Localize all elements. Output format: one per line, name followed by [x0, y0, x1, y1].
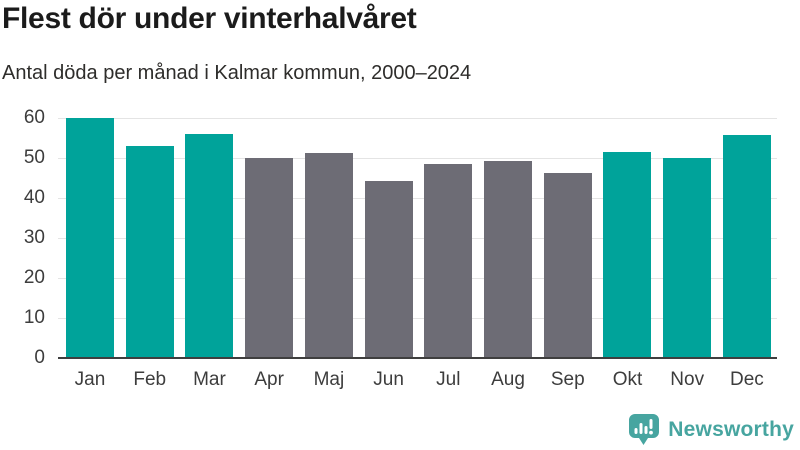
bar-nov [663, 158, 712, 358]
gridline-40 [58, 198, 777, 199]
gridline-20 [58, 278, 777, 279]
gridline-50 [58, 158, 777, 159]
y-tick-label-0: 0 [34, 347, 45, 368]
x-tick-label-jun: Jun [373, 369, 404, 390]
bar-dec [722, 134, 771, 358]
bar-jul [424, 163, 473, 358]
y-tick-label-20: 20 [23, 267, 45, 288]
x-tick-label-okt: Okt [612, 369, 643, 390]
gridline-60 [58, 118, 777, 119]
bar-mar [185, 133, 234, 358]
bar-maj [304, 153, 353, 358]
bar-feb [125, 146, 174, 358]
x-tick-label-sep: Sep [550, 369, 585, 390]
x-tick-label-jan: Jan [74, 369, 106, 390]
bar-jun [364, 181, 413, 358]
bar-apr [245, 158, 294, 358]
newsworthy-logo: Newsworthy [628, 413, 794, 447]
x-tick-label-aug: Aug [491, 369, 525, 390]
y-tick-label-50: 50 [23, 147, 45, 168]
x-tick-label-apr: Apr [254, 369, 284, 390]
bar-jan [66, 117, 114, 358]
y-tick-label-10: 10 [23, 307, 45, 328]
x-tick-label-dec: Dec [730, 369, 764, 390]
newsworthy-logo-icon [629, 414, 660, 445]
y-tick-label-30: 30 [23, 227, 45, 248]
x-tick-label-maj: Maj [313, 369, 345, 390]
gridline-10 [58, 318, 777, 319]
x-tick-label-jul: Jul [436, 369, 461, 390]
bar-okt [603, 151, 652, 358]
bar-sep [543, 172, 592, 358]
bar-aug [484, 160, 533, 358]
chart-title: Flest dör under vinterhalvåret [2, 2, 417, 35]
x-tick-label-mar: Mar [193, 369, 226, 390]
x-tick-label-feb: Feb [133, 369, 167, 390]
y-tick-label-40: 40 [23, 187, 45, 208]
y-tick-label-60: 60 [23, 107, 45, 128]
newsworthy-wordmark: Newsworthy [668, 418, 794, 441]
gridline-30 [58, 238, 777, 239]
chart-subtitle: Antal döda per månad i Kalmar kommun, 20… [2, 62, 472, 84]
x-tick-label-nov: Nov [670, 369, 705, 390]
x-axis-line [58, 357, 777, 359]
